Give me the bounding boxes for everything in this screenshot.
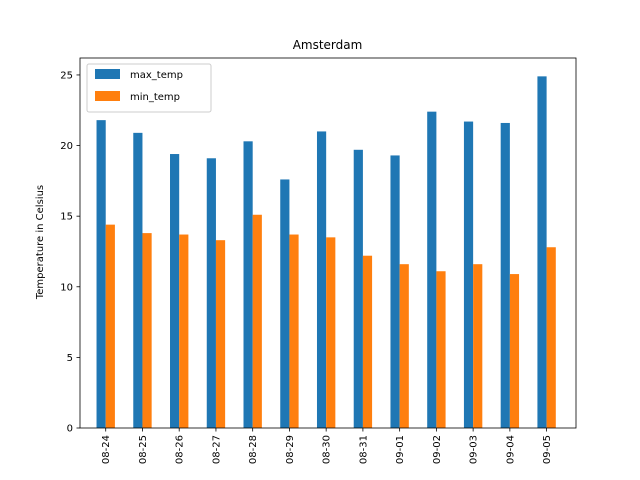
bar-min-temp-08-24 bbox=[105, 224, 115, 428]
y-axis: 0 5 10 15 20 25 bbox=[60, 70, 80, 435]
bar-max-temp-08-30 bbox=[316, 131, 327, 428]
legend: max_temp min_temp bbox=[86, 63, 212, 113]
legend-swatch-min-temp bbox=[95, 91, 120, 101]
y-tick-label: 5 bbox=[67, 353, 73, 364]
bar-max-temp-08-27 bbox=[206, 158, 216, 428]
bars-group bbox=[96, 76, 556, 429]
bar-max-temp-08-28 bbox=[243, 141, 253, 428]
bar-min-temp-08-29 bbox=[289, 234, 299, 428]
bar-min-temp-09-01 bbox=[399, 264, 409, 428]
bar-min-temp-09-05 bbox=[546, 247, 556, 428]
x-tick-label: 09-03 bbox=[469, 435, 480, 464]
legend-label-max-temp: max_temp bbox=[130, 70, 183, 81]
bar-max-temp-09-04 bbox=[500, 122, 510, 429]
x-tick-label: 09-04 bbox=[505, 435, 516, 464]
bar-min-temp-08-31 bbox=[362, 255, 373, 428]
bar-max-temp-08-26 bbox=[170, 154, 180, 428]
y-tick-label: 25 bbox=[60, 70, 73, 81]
y-tick-label: 10 bbox=[60, 282, 73, 293]
x-tick-label: 08-29 bbox=[285, 435, 296, 464]
bar-min-temp-08-27 bbox=[215, 240, 226, 428]
x-tick-label: 09-01 bbox=[395, 435, 406, 464]
bar-max-temp-08-25 bbox=[133, 132, 143, 428]
x-tick-label: 08-31 bbox=[358, 435, 369, 464]
chart-title: Amsterdam bbox=[293, 38, 363, 52]
legend-label-min-temp: min_temp bbox=[130, 92, 180, 103]
x-tick-label: 08-27 bbox=[211, 435, 222, 464]
bar-min-temp-08-25 bbox=[142, 233, 152, 428]
x-tick-label: 08-28 bbox=[248, 435, 259, 464]
plot-frame bbox=[79, 57, 577, 429]
bar-max-temp-09-05 bbox=[537, 76, 547, 429]
bar-max-temp-08-29 bbox=[280, 179, 290, 428]
y-tick-label: 15 bbox=[60, 212, 73, 223]
bar-min-temp-09-04 bbox=[509, 274, 520, 428]
x-tick-label: 08-30 bbox=[322, 435, 333, 464]
x-tick-label: 09-02 bbox=[432, 435, 443, 464]
x-tick-label: 08-24 bbox=[101, 435, 112, 464]
bar-min-temp-08-28 bbox=[252, 214, 262, 428]
x-axis: 08-24 08-25 08-26 08-27 08-28 08-29 08-30 08-31… bbox=[101, 428, 553, 464]
bar-max-temp-08-24 bbox=[96, 120, 106, 428]
bar-min-temp-08-30 bbox=[326, 237, 336, 428]
bar-max-temp-09-03 bbox=[463, 121, 474, 429]
y-tick-label: 0 bbox=[67, 424, 73, 435]
bar-min-temp-08-26 bbox=[179, 234, 189, 428]
bar-min-temp-09-03 bbox=[473, 264, 483, 428]
bar-max-temp-09-02 bbox=[427, 111, 437, 428]
bar-max-temp-09-01 bbox=[390, 155, 400, 428]
y-axis-label: Temperature in Celsius bbox=[35, 185, 46, 300]
x-tick-label: 08-26 bbox=[175, 435, 186, 464]
bar-min-temp-09-02 bbox=[436, 271, 446, 428]
bar-max-temp-08-31 bbox=[353, 149, 363, 429]
y-tick-label: 20 bbox=[60, 141, 73, 152]
x-tick-label: 08-25 bbox=[138, 435, 149, 464]
legend-swatch-max-temp bbox=[95, 69, 120, 79]
x-tick-label: 09-05 bbox=[542, 435, 553, 464]
